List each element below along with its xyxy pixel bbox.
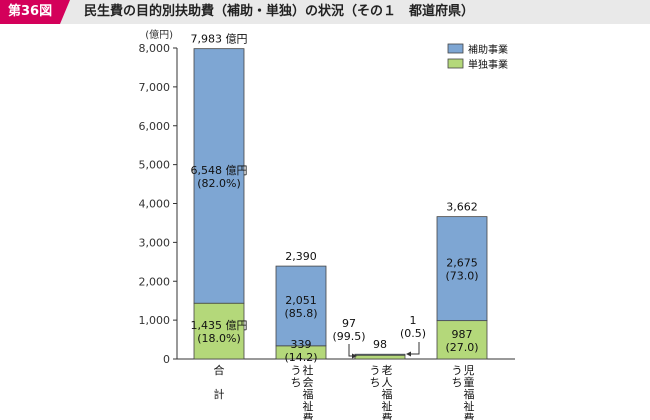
legend-label-independent: 単独事業 bbox=[468, 58, 508, 71]
bar-subsidy bbox=[275, 265, 327, 347]
data-label-subsidy: (85.8) bbox=[284, 307, 317, 320]
figure-title: 民生費の目的別扶助費（補助・単独）の状況（その１ 都道府県） bbox=[84, 4, 475, 19]
y-tick-label: 2,000 bbox=[139, 275, 171, 288]
category-label-char: 福 bbox=[303, 387, 314, 401]
category-label-char: う bbox=[370, 364, 381, 377]
data-label-independent: (14.2) bbox=[284, 351, 317, 364]
bar-total-label: 7,983 億円 bbox=[191, 33, 248, 46]
y-axis-unit-label: (億円) bbox=[145, 28, 173, 41]
data-label-independent: (27.0) bbox=[445, 341, 478, 354]
category-label-char: う bbox=[291, 364, 302, 377]
data-label-independent: (99.5) bbox=[332, 330, 365, 343]
legend-swatch-independent bbox=[447, 58, 464, 69]
category-label-char: 費 bbox=[464, 411, 475, 420]
data-label-independent: 97 bbox=[342, 317, 356, 330]
bar-total-label: 2,390 bbox=[285, 250, 317, 263]
category-label-char: 費 bbox=[382, 411, 393, 420]
category-label-char: ち bbox=[452, 376, 463, 389]
y-tick-label: 1,000 bbox=[139, 314, 171, 327]
category-label-char: 人 bbox=[382, 376, 393, 389]
y-tick-label: 5,000 bbox=[139, 159, 171, 172]
data-label-subsidy: (82.0%) bbox=[197, 177, 241, 190]
data-label-subsidy: 1 bbox=[410, 314, 417, 327]
category-label-char: 費 bbox=[303, 411, 314, 420]
figure-number-badge: 第36図 bbox=[0, 0, 70, 24]
badge-shape bbox=[0, 0, 70, 24]
y-tick-label: 8,000 bbox=[139, 42, 171, 55]
y-tick-label: 6,000 bbox=[139, 120, 171, 133]
category-label-char: 福 bbox=[464, 387, 475, 401]
y-tick-label: 7,000 bbox=[139, 81, 171, 94]
y-tick-label: 0 bbox=[163, 353, 170, 366]
category-label-char: 福 bbox=[382, 387, 393, 401]
category-label-char: 会 bbox=[303, 376, 314, 389]
legend-swatch-subsidy bbox=[447, 43, 464, 54]
bar-independent bbox=[354, 354, 406, 360]
figure-number: 第36図 bbox=[8, 4, 53, 19]
data-label-independent: (18.0%) bbox=[197, 332, 241, 345]
category-label-char: 児 bbox=[464, 364, 475, 377]
bar-subsidy bbox=[193, 48, 245, 304]
data-label-subsidy: 2,051 bbox=[285, 294, 317, 307]
category-label-char: う bbox=[452, 364, 463, 377]
figure-header: 第36図 民生費の目的別扶助費（補助・単独）の状況（その１ 都道府県） bbox=[0, 0, 650, 24]
category-label-char: 祉 bbox=[382, 400, 393, 413]
bar-subsidy bbox=[436, 216, 488, 322]
data-label-subsidy: 6,548 億円 bbox=[191, 164, 248, 177]
data-label-subsidy: (73.0) bbox=[445, 270, 478, 283]
legend-label-subsidy: 補助事業 bbox=[468, 43, 508, 56]
bar-total-label: 98 bbox=[373, 338, 387, 351]
bar-independent bbox=[436, 320, 488, 360]
stacked-bar-chart: (億円) 0 1,000 2,000 3,000 4,000 5,000 6,000 7,000… bbox=[139, 28, 515, 420]
data-label-independent: 339 bbox=[291, 338, 312, 351]
category-label-char: ち bbox=[370, 376, 381, 389]
data-label-independent: 1,435 億円 bbox=[191, 319, 248, 332]
bar-independent bbox=[193, 302, 245, 360]
y-tick-label: 4,000 bbox=[139, 198, 171, 211]
data-label-subsidy: 2,675 bbox=[446, 257, 478, 270]
category-label-char: 計 bbox=[214, 387, 225, 401]
category-label-char: 祉 bbox=[303, 400, 314, 413]
callout-line-subsidy bbox=[410, 342, 420, 355]
callout-arrow-subsidy bbox=[406, 351, 411, 357]
data-label-independent: 987 bbox=[452, 328, 473, 341]
bar-total-label: 3,662 bbox=[446, 201, 478, 214]
callout-arrow-independent bbox=[352, 353, 357, 359]
category-label-char: 老 bbox=[382, 364, 393, 377]
bar-subsidy bbox=[354, 353, 406, 356]
category-label-char: 合 bbox=[214, 363, 225, 377]
category-label-char: 社 bbox=[303, 363, 314, 377]
y-tick-label: 3,000 bbox=[139, 236, 171, 249]
data-label-subsidy: (0.5) bbox=[400, 327, 426, 340]
category-label-char: 童 bbox=[464, 375, 475, 389]
category-label-char: 祉 bbox=[464, 400, 475, 413]
category-label-char: ち bbox=[291, 376, 302, 389]
